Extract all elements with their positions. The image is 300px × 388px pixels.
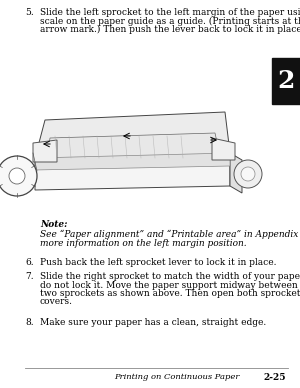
Text: Printing on Continuous Paper: Printing on Continuous Paper <box>115 373 240 381</box>
Text: 8.: 8. <box>25 318 34 327</box>
Text: 6.: 6. <box>25 258 34 267</box>
Polygon shape <box>230 153 242 193</box>
Circle shape <box>234 160 262 188</box>
Text: Slide the right sprocket to match the width of your paper, but: Slide the right sprocket to match the wi… <box>40 272 300 281</box>
Text: covers.: covers. <box>40 298 73 307</box>
Text: two sprockets as shown above. Then open both sprocket: two sprockets as shown above. Then open … <box>40 289 300 298</box>
Polygon shape <box>35 153 230 170</box>
Polygon shape <box>35 153 230 190</box>
Text: arrow mark.) Then push the lever back to lock it in place.: arrow mark.) Then push the lever back to… <box>40 25 300 34</box>
Text: Note:: Note: <box>40 220 68 229</box>
Text: more information on the left margin position.: more information on the left margin posi… <box>40 239 247 248</box>
Text: 7.: 7. <box>25 272 34 281</box>
Bar <box>272 58 300 104</box>
Text: 2-25: 2-25 <box>263 373 286 382</box>
Polygon shape <box>47 133 220 160</box>
Polygon shape <box>212 138 235 160</box>
Polygon shape <box>35 112 230 158</box>
Text: Make sure your paper has a clean, straight edge.: Make sure your paper has a clean, straig… <box>40 318 266 327</box>
Text: See “Paper alignment” and “Printable area” in Appendix C for: See “Paper alignment” and “Printable are… <box>40 230 300 239</box>
Text: 5.: 5. <box>25 8 34 17</box>
Text: Slide the left sprocket to the left margin of the paper using the: Slide the left sprocket to the left marg… <box>40 8 300 17</box>
Circle shape <box>9 168 25 184</box>
Circle shape <box>0 156 37 196</box>
Polygon shape <box>33 140 57 162</box>
Circle shape <box>241 167 255 181</box>
Text: do not lock it. Move the paper support midway between the: do not lock it. Move the paper support m… <box>40 281 300 289</box>
Text: Push back the left sprocket lever to lock it in place.: Push back the left sprocket lever to loc… <box>40 258 277 267</box>
Text: scale on the paper guide as a guide. (Printing starts at the: scale on the paper guide as a guide. (Pr… <box>40 17 300 26</box>
Text: 2: 2 <box>277 69 295 93</box>
